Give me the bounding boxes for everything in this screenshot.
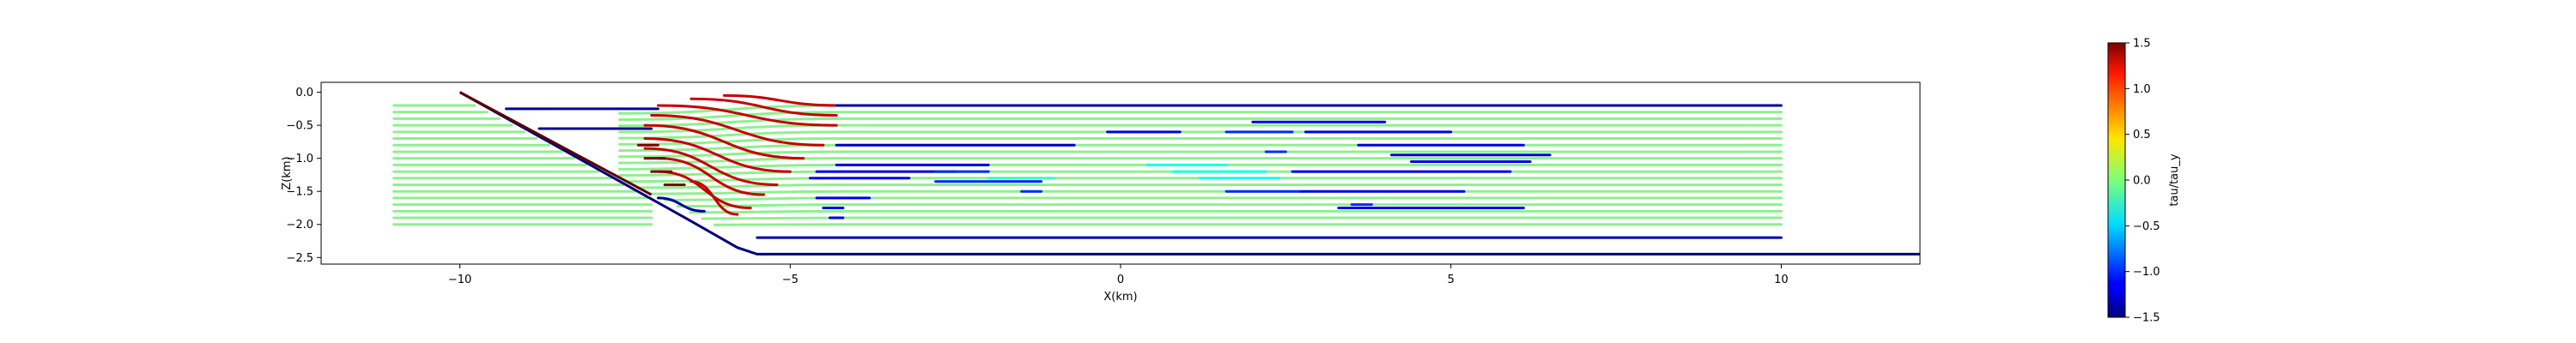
colorbar-tick-label: 0.5 (2133, 129, 2151, 141)
bottom-boundary-line (459, 91, 1920, 256)
y-tick-label: 0.0 (295, 87, 313, 99)
colorbar-gradient (2107, 42, 2126, 318)
streamline-bend (676, 203, 843, 208)
plot-area (392, 91, 1920, 256)
colorbar-tick-label: −1.5 (2133, 312, 2160, 325)
shear-segment (643, 147, 779, 186)
x-tick-label: −10 (448, 274, 471, 286)
colorbar-tick-label: 1.5 (2133, 38, 2151, 51)
colorbar: tau/tau_y 1.5 1.0 0.5 0.0 −0.5 −1.0 −1.5 (2107, 38, 2181, 325)
colorbar-tick-label: −0.5 (2133, 220, 2160, 233)
shear-segment (643, 123, 805, 160)
streamline-bend (618, 111, 843, 121)
y-tick-label: −1.5 (286, 186, 313, 199)
streamline-bend (618, 150, 843, 159)
colorbar-label: tau/tau_y (2168, 153, 2181, 206)
y-tick-label: −2.5 (286, 252, 313, 265)
colorbar-tick-label: −1.0 (2133, 266, 2160, 279)
shear-segment (656, 170, 752, 209)
colorbar-tick-label: 1.0 (2133, 83, 2151, 96)
streamline-bend (618, 170, 843, 177)
shear-segment (656, 196, 706, 213)
axes: −10 −5 0 5 10 0.0 −0.5 −1.0 −1.5 −2.0 −2.5 (286, 81, 1921, 286)
streamline-bend (701, 216, 843, 220)
streamline-bend (618, 104, 843, 115)
x-axis-label: X(km) (1103, 291, 1137, 304)
x-tick-label: −5 (782, 274, 799, 286)
shear-segment (643, 137, 792, 173)
y-tick-label: −2.0 (286, 219, 313, 232)
streamline-bend (689, 209, 843, 214)
shear-segment (722, 93, 838, 107)
shear-segment (656, 104, 838, 127)
x-tick-label: 5 (1448, 274, 1455, 286)
x-tick-label: 10 (1774, 274, 1789, 286)
streamline-bend (627, 177, 843, 184)
streamline-bend (664, 196, 843, 202)
upper-bank-line (459, 91, 653, 196)
y-tick-label: −1.0 (286, 153, 313, 165)
colorbar-tick-label: 0.0 (2133, 175, 2151, 188)
streamline-bend (618, 163, 843, 171)
y-tick-label: −0.5 (286, 120, 313, 133)
y-axis-label: Z(km) (281, 156, 294, 190)
shear-segment (656, 157, 766, 196)
x-tick-label: 0 (1117, 274, 1124, 286)
shear-segment (690, 180, 739, 216)
streamline-bend (639, 183, 843, 190)
shear-segment (650, 114, 825, 147)
shear-segment (690, 97, 838, 117)
